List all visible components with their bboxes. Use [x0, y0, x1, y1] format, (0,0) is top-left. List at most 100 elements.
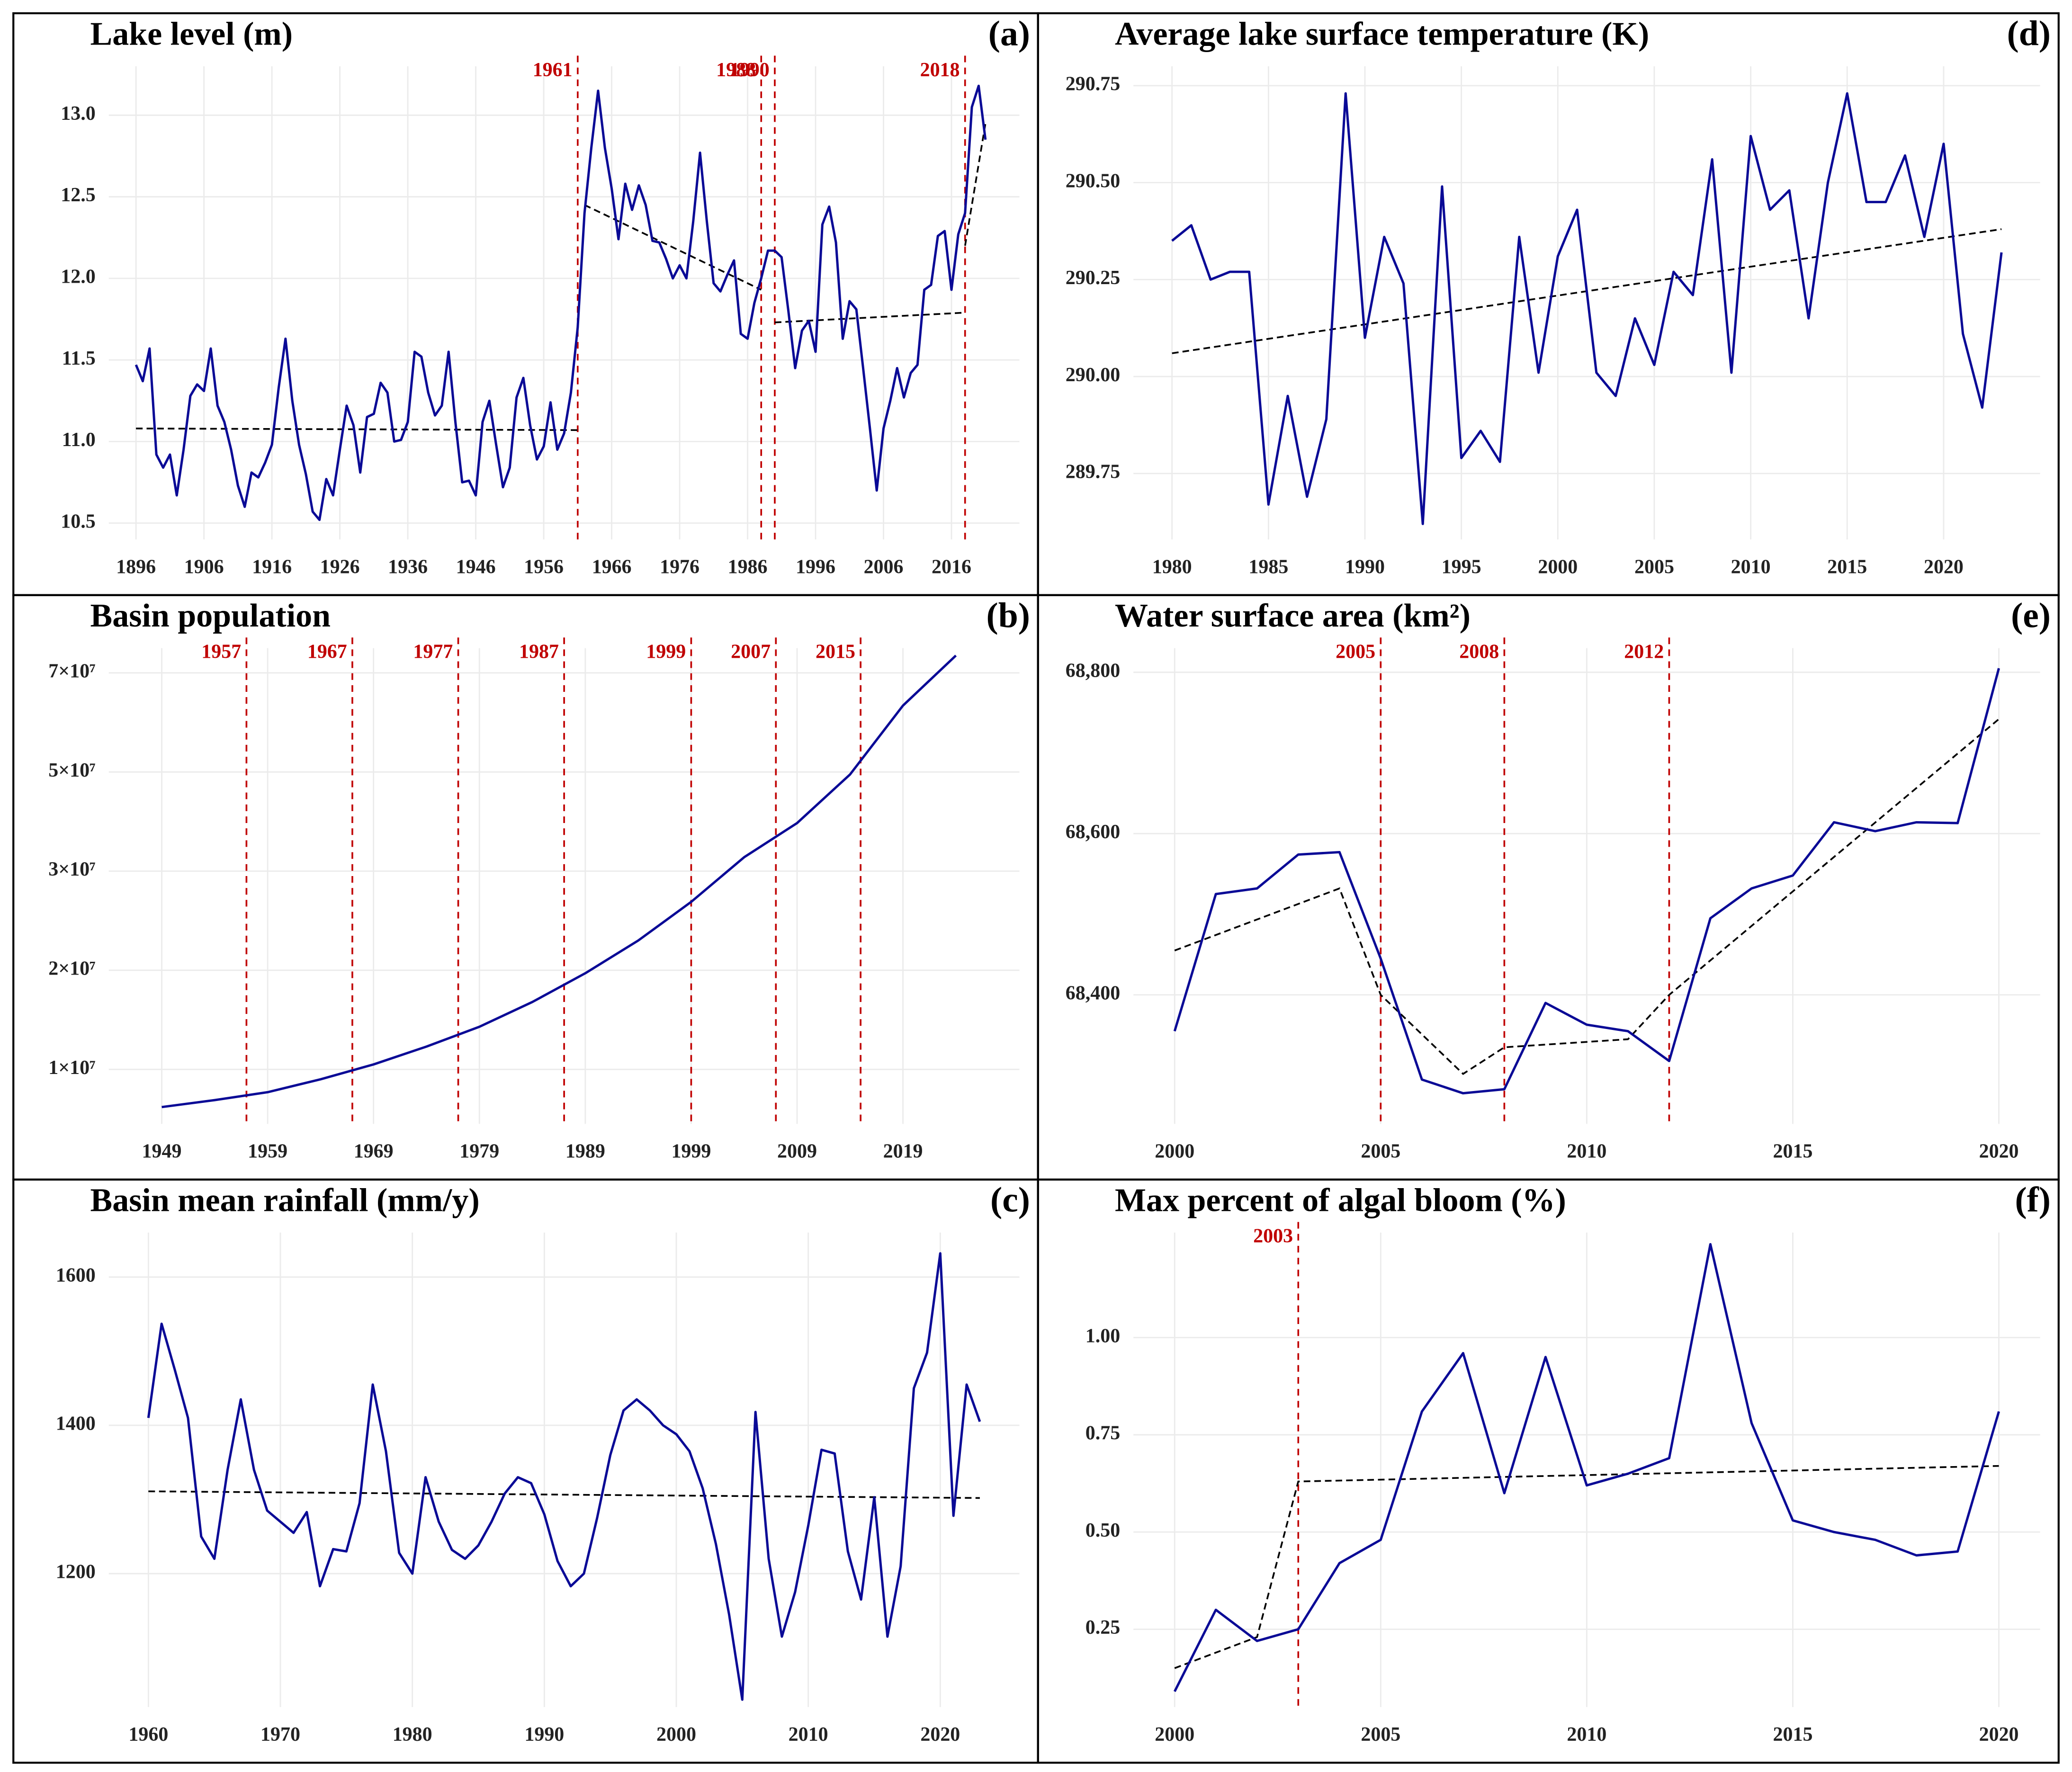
- panel-border: [1037, 1178, 2060, 1764]
- x-tick-label: 1985: [1248, 556, 1288, 578]
- breakpoint-label: 1987: [519, 641, 559, 662]
- x-tick-label: 2019: [883, 1141, 923, 1163]
- breakpoint-label: 1961: [533, 59, 573, 81]
- x-tick-label: 2005: [1361, 1724, 1400, 1745]
- x-tick-label: 2020: [1979, 1724, 2019, 1745]
- panel-label: (c): [990, 1181, 1030, 1220]
- y-tick-label: 12.5: [61, 184, 95, 206]
- x-tick-label: 1990: [1345, 556, 1385, 578]
- y-tick-label: 1600: [56, 1264, 96, 1286]
- x-tick-label: 2020: [1979, 1141, 2019, 1163]
- breakpoint-label: 2012: [1624, 641, 1664, 662]
- y-tick-label: 7×10⁷: [48, 661, 95, 682]
- x-tick-label: 1936: [388, 556, 428, 578]
- x-tick-label: 2010: [1731, 556, 1771, 578]
- data-line: [1173, 668, 2000, 1095]
- x-tick-label: 1976: [660, 556, 700, 578]
- breakpoint-label: 2005: [1336, 641, 1375, 662]
- y-tick-label: 0.75: [1085, 1423, 1120, 1444]
- trend-line: [584, 204, 762, 291]
- x-tick-label: 1980: [1152, 556, 1192, 578]
- x-tick-label: 1996: [796, 556, 835, 578]
- y-tick-label: 290.25: [1066, 267, 1120, 289]
- data-line: [161, 654, 957, 1109]
- trend-line: [1174, 718, 2000, 1075]
- x-tick-label: 2015: [1773, 1724, 1813, 1745]
- x-tick-label: 2000: [656, 1724, 696, 1745]
- x-tick-label: 1980: [393, 1724, 432, 1745]
- x-tick-label: 1959: [248, 1141, 287, 1163]
- x-tick-label: 1926: [320, 556, 360, 578]
- y-tick-label: 1.00: [1085, 1325, 1120, 1347]
- breakpoint-label: 2015: [816, 641, 855, 662]
- x-tick-label: 1979: [459, 1141, 499, 1163]
- y-tick-label: 11.5: [62, 348, 96, 369]
- x-tick-label: 1970: [260, 1724, 300, 1745]
- data-line: [135, 84, 987, 521]
- x-tick-label: 2006: [864, 556, 904, 578]
- y-tick-label: 1400: [56, 1413, 96, 1435]
- breakpoint-label: 1977: [413, 641, 453, 662]
- x-tick-label: 1956: [524, 556, 564, 578]
- chart-title: Basin population: [90, 598, 331, 634]
- chart-title: Max percent of algal bloom (%): [1115, 1182, 1566, 1218]
- x-tick-label: 2015: [1773, 1141, 1813, 1163]
- breakpoint-label: 2007: [731, 641, 771, 662]
- y-tick-label: 68,600: [1066, 821, 1120, 843]
- breakpoint-label: 1988: [716, 59, 756, 81]
- x-tick-label: 2020: [1924, 556, 1964, 578]
- panel-label: (e): [2011, 596, 2051, 635]
- x-tick-label: 2010: [1567, 1724, 1606, 1745]
- x-tick-label: 2009: [777, 1141, 817, 1163]
- x-tick-label: 2010: [1567, 1141, 1606, 1163]
- x-tick-label: 1946: [456, 556, 496, 578]
- x-tick-label: 2010: [789, 1724, 828, 1745]
- breakpoint-label: 2008: [1459, 641, 1499, 662]
- x-tick-label: 2005: [1634, 556, 1674, 578]
- breakpoint-label: 2018: [920, 59, 960, 81]
- y-tick-label: 12.0: [61, 266, 95, 287]
- x-tick-label: 2020: [920, 1724, 960, 1745]
- x-tick-label: 1949: [142, 1141, 182, 1163]
- x-tick-label: 2015: [1827, 556, 1867, 578]
- x-tick-label: 1966: [592, 556, 632, 578]
- y-tick-label: 68,800: [1066, 660, 1120, 681]
- x-tick-label: 2000: [1155, 1724, 1194, 1745]
- breakpoint-label: 1957: [201, 641, 241, 662]
- y-tick-label: 290.00: [1066, 364, 1120, 386]
- y-tick-label: 68,400: [1066, 983, 1120, 1004]
- panel-label: (d): [2007, 14, 2051, 54]
- x-tick-label: 2000: [1538, 556, 1578, 578]
- x-tick-label: 2005: [1361, 1141, 1400, 1163]
- y-tick-label: 13.0: [61, 103, 95, 125]
- breakpoint-label: 1967: [307, 641, 347, 662]
- breakpoint-label: 1990: [730, 59, 770, 81]
- x-tick-label: 1960: [128, 1724, 168, 1745]
- data-line: [1173, 1243, 2000, 1692]
- panel-label: (a): [988, 14, 1030, 54]
- panel-label: (b): [987, 596, 1030, 635]
- y-tick-label: 2×10⁷: [48, 958, 95, 980]
- data-line: [147, 1252, 981, 1701]
- x-tick-label: 2016: [932, 556, 971, 578]
- trend-line: [1174, 1465, 1999, 1669]
- y-tick-label: 11.0: [62, 429, 96, 451]
- x-tick-label: 1916: [252, 556, 292, 578]
- data-line: [1171, 92, 2003, 525]
- x-tick-label: 1906: [184, 556, 224, 578]
- x-tick-label: 1999: [671, 1141, 711, 1163]
- breakpoint-label: 2003: [1253, 1226, 1293, 1247]
- y-tick-label: 5×10⁷: [48, 760, 95, 781]
- x-tick-label: 1995: [1442, 556, 1481, 578]
- panel-label: (f): [2015, 1181, 2050, 1220]
- x-tick-label: 1986: [728, 556, 768, 578]
- y-tick-label: 1×10⁷: [48, 1057, 95, 1079]
- chart-title: Basin mean rainfall (mm/y): [90, 1182, 480, 1218]
- y-tick-label: 3×10⁷: [48, 859, 95, 880]
- breakpoint-label: 1999: [646, 641, 686, 662]
- x-tick-label: 1896: [116, 556, 156, 578]
- y-tick-label: 0.25: [1085, 1617, 1120, 1638]
- y-tick-label: 289.75: [1066, 461, 1120, 483]
